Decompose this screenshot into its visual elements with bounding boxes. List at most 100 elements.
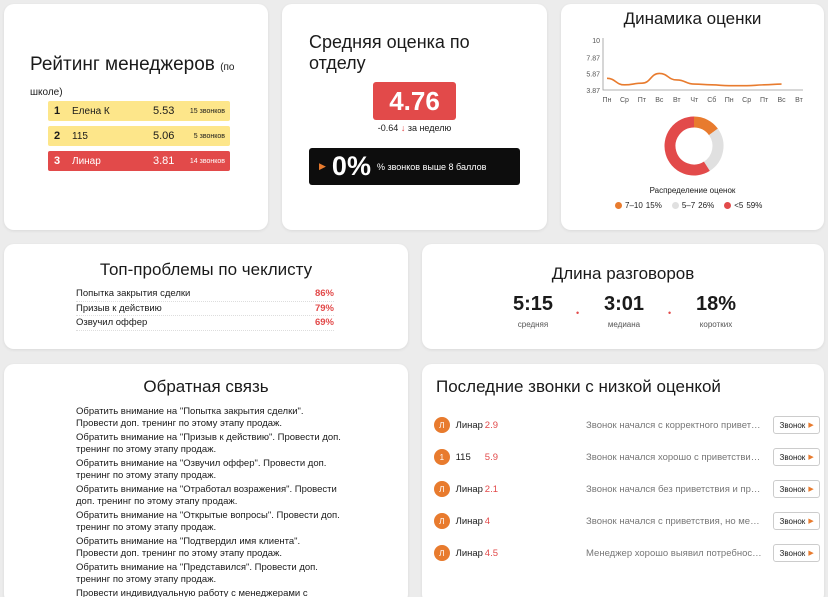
average-score-delta: -0.64 ↓ за неделю — [282, 123, 547, 133]
x-tick-label: Вт — [795, 97, 803, 104]
low-score-calls-card: Последние звонки с низкой оценкой Л Лина… — [422, 364, 824, 597]
rating-score: 5.53 — [153, 105, 175, 117]
stat-separator: • — [576, 308, 580, 318]
stat-separator: • — [668, 308, 672, 318]
legend-item: 7–10 15% — [615, 201, 662, 210]
length-stat-short: 18% коротких — [676, 293, 756, 329]
play-icon: ▶ — [808, 550, 814, 557]
rating-score: 5.06 — [153, 130, 175, 142]
high-score-share-value: 0% — [331, 151, 371, 181]
legend-item: 5–7 26% — [671, 201, 714, 210]
call-manager-name: 115 — [455, 451, 471, 463]
rating-row[interactable]: 2 115 5.06 5 звонков — [48, 126, 230, 146]
call-description: Менеджер хорошо выявил потребности... — [586, 547, 764, 559]
donut-slice — [693, 116, 718, 136]
dynamics-title: Динамика оценки — [623, 9, 762, 28]
call-manager-name: Линар — [455, 515, 483, 527]
rating-row[interactable]: 1 Елена К 5.53 15 звонков — [48, 101, 230, 121]
delta-period: за неделю — [407, 123, 452, 133]
feedback-title: Обратная связь — [143, 377, 269, 396]
rating-title: Рейтинг менеджеров (по школе) — [30, 54, 260, 104]
call-score: 4.5 — [484, 547, 498, 559]
call-row: Л Линар 4.5 Менеджер хорошо выявил потре… — [434, 537, 820, 569]
call-play-button[interactable]: Звонок ▶ — [773, 480, 820, 498]
legend-label: 7–10 — [625, 201, 643, 210]
feedback-list: Обратить внимание на "Попытка закрытия с… — [76, 406, 341, 597]
call-description: Звонок начался с корректного приветствия — [586, 419, 764, 431]
distribution-legend: 7–10 15% 5–7 26% <5 59% — [615, 201, 762, 210]
rating-position: 1 — [54, 105, 61, 117]
call-manager-name: Линар — [455, 419, 483, 431]
rating-list: 1 Елена К 5.53 15 звонков 2 115 5.06 5 з… — [48, 101, 230, 176]
call-description: Звонок начался хорошо с приветствия и... — [586, 451, 764, 463]
legend-dot — [615, 202, 622, 209]
stat-value: 18% — [695, 293, 737, 315]
call-play-button[interactable]: Звонок ▶ — [773, 448, 820, 466]
rating-name: Линар — [72, 155, 101, 167]
calls-list: Л Линар 2.9 Звонок начался с корректного… — [434, 409, 820, 569]
rating-count: 14 звонков — [189, 157, 225, 165]
rating-name: 115 — [72, 130, 88, 142]
call-score: 2.1 — [484, 483, 498, 495]
call-score: 5.9 — [484, 451, 498, 463]
legend-item: <5 59% — [724, 201, 762, 210]
dynamics-card: Динамика оценки 10 7.87 5.87 3.87 Пн Ср Пт Вс Вт… — [561, 4, 824, 230]
rating-position: 2 — [54, 130, 61, 142]
avatar: Л — [434, 481, 450, 497]
legend-dot — [671, 202, 679, 209]
x-tick-label: Ср — [620, 97, 629, 104]
call-description: Звонок начался с приветствия, но мене... — [586, 515, 764, 527]
legend-dot — [724, 202, 732, 209]
average-score-title: Средняя оценка по отделу — [309, 32, 470, 73]
call-play-button[interactable]: Звонок ▶ — [773, 512, 820, 530]
x-tick-label: Сб — [707, 96, 716, 104]
length-stat-average: 5:15 средняя — [493, 293, 573, 329]
feedback-item: Обратить внимание на "Отработал возражен… — [76, 484, 337, 507]
checklist-problems-card: Топ-проблемы по чеклисту Попытка закрыти… — [4, 244, 408, 349]
call-row: Л Линар 2.9 Звонок начался с корректного… — [434, 409, 820, 441]
feedback-item: Обратить внимание на "Открытые вопросы".… — [76, 510, 340, 533]
problem-label: Озвучил оффер — [76, 317, 148, 329]
problem-row: Попытка закрытия сделки 86% — [76, 287, 334, 302]
rating-name: Елена К — [72, 105, 110, 117]
rating-row[interactable]: 3 Линар 3.81 14 звонков — [48, 151, 230, 171]
rating-title-text: Рейтинг менеджеров — [30, 54, 215, 75]
x-tick-label: Пт — [760, 97, 769, 104]
calls-title: Последние звонки с низкой оценкой — [436, 377, 721, 396]
x-tick-label: Пн — [603, 97, 612, 104]
problems-list: Попытка закрытия сделки 86% Призыв к дей… — [76, 287, 334, 331]
y-tick-label: 5.87 — [586, 72, 600, 79]
call-button-label: Звонок — [779, 516, 806, 526]
legend-value: 59% — [746, 201, 763, 210]
call-row: Л Линар 4 Звонок начался с приветствия, … — [434, 505, 820, 537]
delta-value: -0.64 — [377, 123, 399, 133]
length-title: Длина разговоров — [551, 264, 695, 283]
stat-label: медиана — [607, 320, 641, 329]
call-button-label: Звонок — [779, 548, 806, 558]
problem-value: 86% — [314, 288, 334, 300]
problem-row: Озвучил оффер 69% — [76, 316, 334, 331]
high-score-share-banner: ▶ 0% % звонков выше 8 баллов — [309, 148, 520, 185]
rating-count: 15 звонков — [189, 107, 225, 115]
feedback-item: Обратить внимание на "Призыв к действию"… — [76, 432, 341, 455]
y-tick-label: 3.87 — [586, 88, 600, 95]
avatar: Л — [434, 513, 450, 529]
distribution-title: Распределение оценок — [649, 186, 736, 195]
call-length-card: Длина разговоров 5:15 средняя • 3:01 мед… — [422, 244, 824, 349]
feedback-item: Обратить внимание на "Представился". Про… — [76, 562, 318, 585]
stat-value: 3:01 — [603, 293, 645, 315]
call-row: 1 115 5.9 Звонок начался хорошо с привет… — [434, 441, 820, 473]
call-play-button[interactable]: Звонок ▶ — [773, 544, 820, 562]
feedback-item: Обратить внимание на "Озвучил оффер". Пр… — [76, 458, 327, 481]
feedback-item: Обратить внимание на "Попытка закрытия с… — [76, 406, 304, 429]
high-score-share-text: % звонков выше 8 баллов — [376, 161, 487, 172]
arrow-down-icon: ↓ — [400, 123, 406, 133]
call-play-button[interactable]: Звонок ▶ — [773, 416, 820, 434]
call-button-label: Звонок — [779, 420, 806, 430]
rating-score: 3.81 — [153, 155, 175, 167]
feedback-item: Провести индивидуальную работу с менедже… — [76, 588, 308, 597]
stat-label: средняя — [517, 320, 549, 329]
stat-label: коротких — [699, 320, 733, 329]
call-button-label: Звонок — [779, 452, 806, 462]
